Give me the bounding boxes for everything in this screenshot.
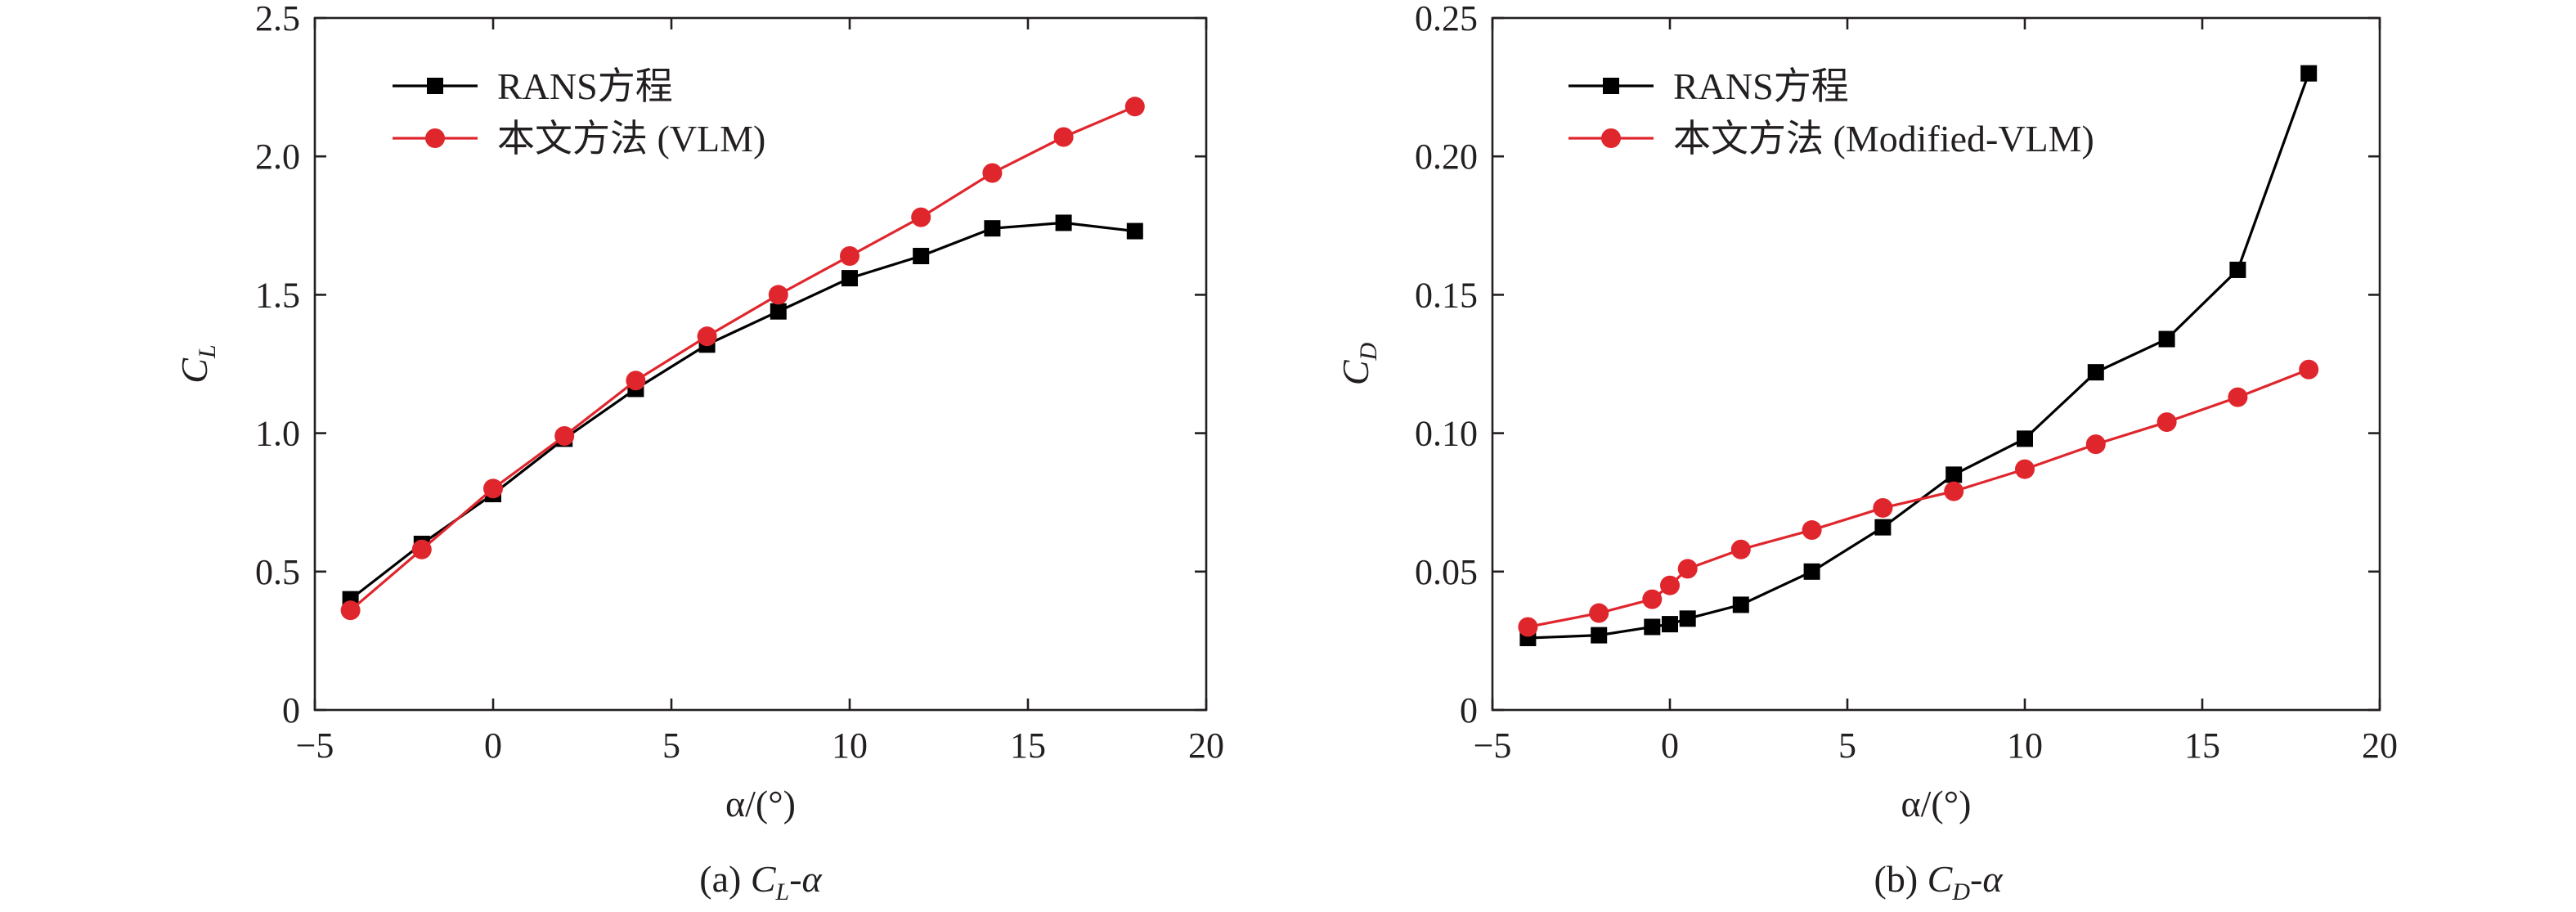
cd-rans-point bbox=[2300, 65, 2318, 82]
cl-vlm-point bbox=[340, 600, 361, 621]
cl-vlm-series-line bbox=[349, 105, 1136, 612]
cd-legend-vlm-marker bbox=[1601, 128, 1621, 148]
cl-legend-vlm-label: 本文方法 (VLM) bbox=[497, 118, 765, 159]
cd-x-tick-label: 5 bbox=[1838, 726, 1856, 766]
cd-y-tick-label: 0.05 bbox=[1415, 552, 1478, 592]
cl-legend-rans-label: RANS方程 bbox=[497, 65, 673, 107]
cd-vlm-point bbox=[1873, 497, 1893, 518]
cl-vlm-point bbox=[554, 425, 575, 446]
cd-y-tick-label: 0.10 bbox=[1415, 414, 1478, 454]
cl-vlm-point bbox=[626, 371, 646, 391]
cd-y-axis-title: CD bbox=[1335, 342, 1382, 385]
cl-x-tick-label: −5 bbox=[296, 726, 334, 766]
cd-rans-point bbox=[2158, 330, 2175, 348]
cl-rans-point bbox=[1055, 214, 1072, 231]
cd-vlm-point bbox=[1642, 589, 1663, 609]
cl-vlm-point bbox=[483, 478, 503, 499]
cd-vlm-point bbox=[1677, 559, 1698, 579]
cd-vlm-point bbox=[1730, 539, 1751, 559]
cl-x-tick-label: 10 bbox=[832, 726, 868, 766]
cd-x-tick-label: 10 bbox=[2007, 726, 2043, 766]
cl-vlm-point bbox=[982, 163, 1003, 183]
cl-rans-point bbox=[1126, 222, 1143, 240]
cl-vlm-point bbox=[1053, 127, 1074, 147]
cd-legend-rans-label: RANS方程 bbox=[1673, 65, 1849, 107]
cl-y-tick-label: 2.5 bbox=[255, 0, 300, 38]
cl-y-tick-label: 2.0 bbox=[255, 137, 300, 177]
cd-vlm-point bbox=[1518, 617, 1538, 637]
cl-y-tick-label: 1.0 bbox=[255, 414, 300, 454]
cl-y-tick-label: 0.5 bbox=[255, 552, 300, 592]
cd-y-tick-label: 0.20 bbox=[1415, 137, 1478, 177]
cd-caption: (b) CD-α bbox=[1874, 858, 2004, 905]
cd-y-tick-label: 0.15 bbox=[1415, 275, 1478, 315]
cl-rans-point bbox=[770, 303, 787, 320]
cl-legend-vlm-marker bbox=[425, 128, 445, 148]
cl-y-tick-label: 1.5 bbox=[255, 275, 300, 315]
cl-vlm-point bbox=[840, 246, 859, 267]
cd-rans-point bbox=[1945, 466, 1963, 483]
cd-y-tick-label: 0 bbox=[1460, 690, 1478, 730]
cl-y-axis-title: CL bbox=[173, 344, 221, 383]
cd-vlm-point bbox=[1589, 603, 1609, 623]
cl-rans-series-line bbox=[349, 221, 1135, 600]
cd-vlm-point bbox=[2156, 412, 2177, 433]
cd-y-tick-label: 0.25 bbox=[1415, 0, 1478, 38]
cd-rans-point bbox=[1662, 616, 1678, 633]
cd-rans-point bbox=[1644, 618, 1661, 636]
cd-x-tick-label: 0 bbox=[1661, 726, 1679, 766]
cl-y-tick-label: 0 bbox=[282, 690, 300, 730]
cl-rans-point bbox=[984, 220, 1001, 237]
cl-x-tick-label: 15 bbox=[1010, 726, 1046, 766]
cl-x-tick-label: 5 bbox=[662, 726, 680, 766]
cl-x-tick-label: 0 bbox=[484, 726, 502, 766]
cd-vlm-point bbox=[2299, 359, 2319, 380]
cd-x-tick-label: −5 bbox=[1474, 726, 1512, 766]
cd-chart-panel: −5 0 5 10 15 2000.050.100.150.200.25CDα/(°)(b… bbox=[1335, 0, 2398, 905]
cd-legend-vlm-label: 本文方法 (Modified-VLM) bbox=[1673, 118, 2094, 159]
cd-rans-point bbox=[1803, 563, 1820, 580]
cd-vlm-point bbox=[1802, 520, 1822, 541]
cd-vlm-point bbox=[2085, 434, 2106, 455]
cl-legend-rans-marker bbox=[427, 78, 443, 94]
cd-rans-point bbox=[1732, 596, 1749, 613]
cd-vlm-point bbox=[2228, 387, 2248, 407]
cd-plot-frame bbox=[1491, 16, 2381, 712]
cd-rans-point bbox=[2229, 261, 2246, 278]
cl-plot-frame bbox=[313, 16, 1208, 712]
cl-rans-point bbox=[913, 248, 930, 265]
cd-rans-point bbox=[1591, 627, 1608, 644]
cl-caption: (a) CL-α bbox=[699, 858, 822, 905]
cd-legend-rans-marker bbox=[1603, 78, 1619, 94]
cd-rans-point bbox=[1679, 610, 1696, 627]
cl-vlm-point bbox=[768, 285, 788, 305]
cl-vlm-point bbox=[697, 326, 717, 347]
cd-x-tick-label: 20 bbox=[2362, 726, 2398, 766]
cl-rans-point bbox=[841, 270, 858, 287]
cl-vlm-point bbox=[411, 539, 432, 559]
cl-x-axis-title: α/(°) bbox=[725, 783, 796, 824]
cl-vlm-point bbox=[1124, 97, 1145, 117]
cd-rans-point bbox=[1874, 519, 1892, 536]
cd-vlm-series-line bbox=[1528, 368, 2309, 629]
cd-rans-point bbox=[2087, 364, 2104, 381]
cd-x-tick-label: 15 bbox=[2184, 726, 2220, 766]
cl-x-tick-label: 20 bbox=[1188, 726, 1224, 766]
cd-x-axis-title: α/(°) bbox=[1901, 783, 1972, 824]
cd-vlm-point bbox=[1660, 575, 1680, 595]
cd-vlm-point bbox=[1944, 481, 1964, 501]
cd-rans-point bbox=[2017, 430, 2033, 447]
cd-vlm-point bbox=[2015, 459, 2035, 479]
cl-vlm-point bbox=[911, 207, 931, 227]
